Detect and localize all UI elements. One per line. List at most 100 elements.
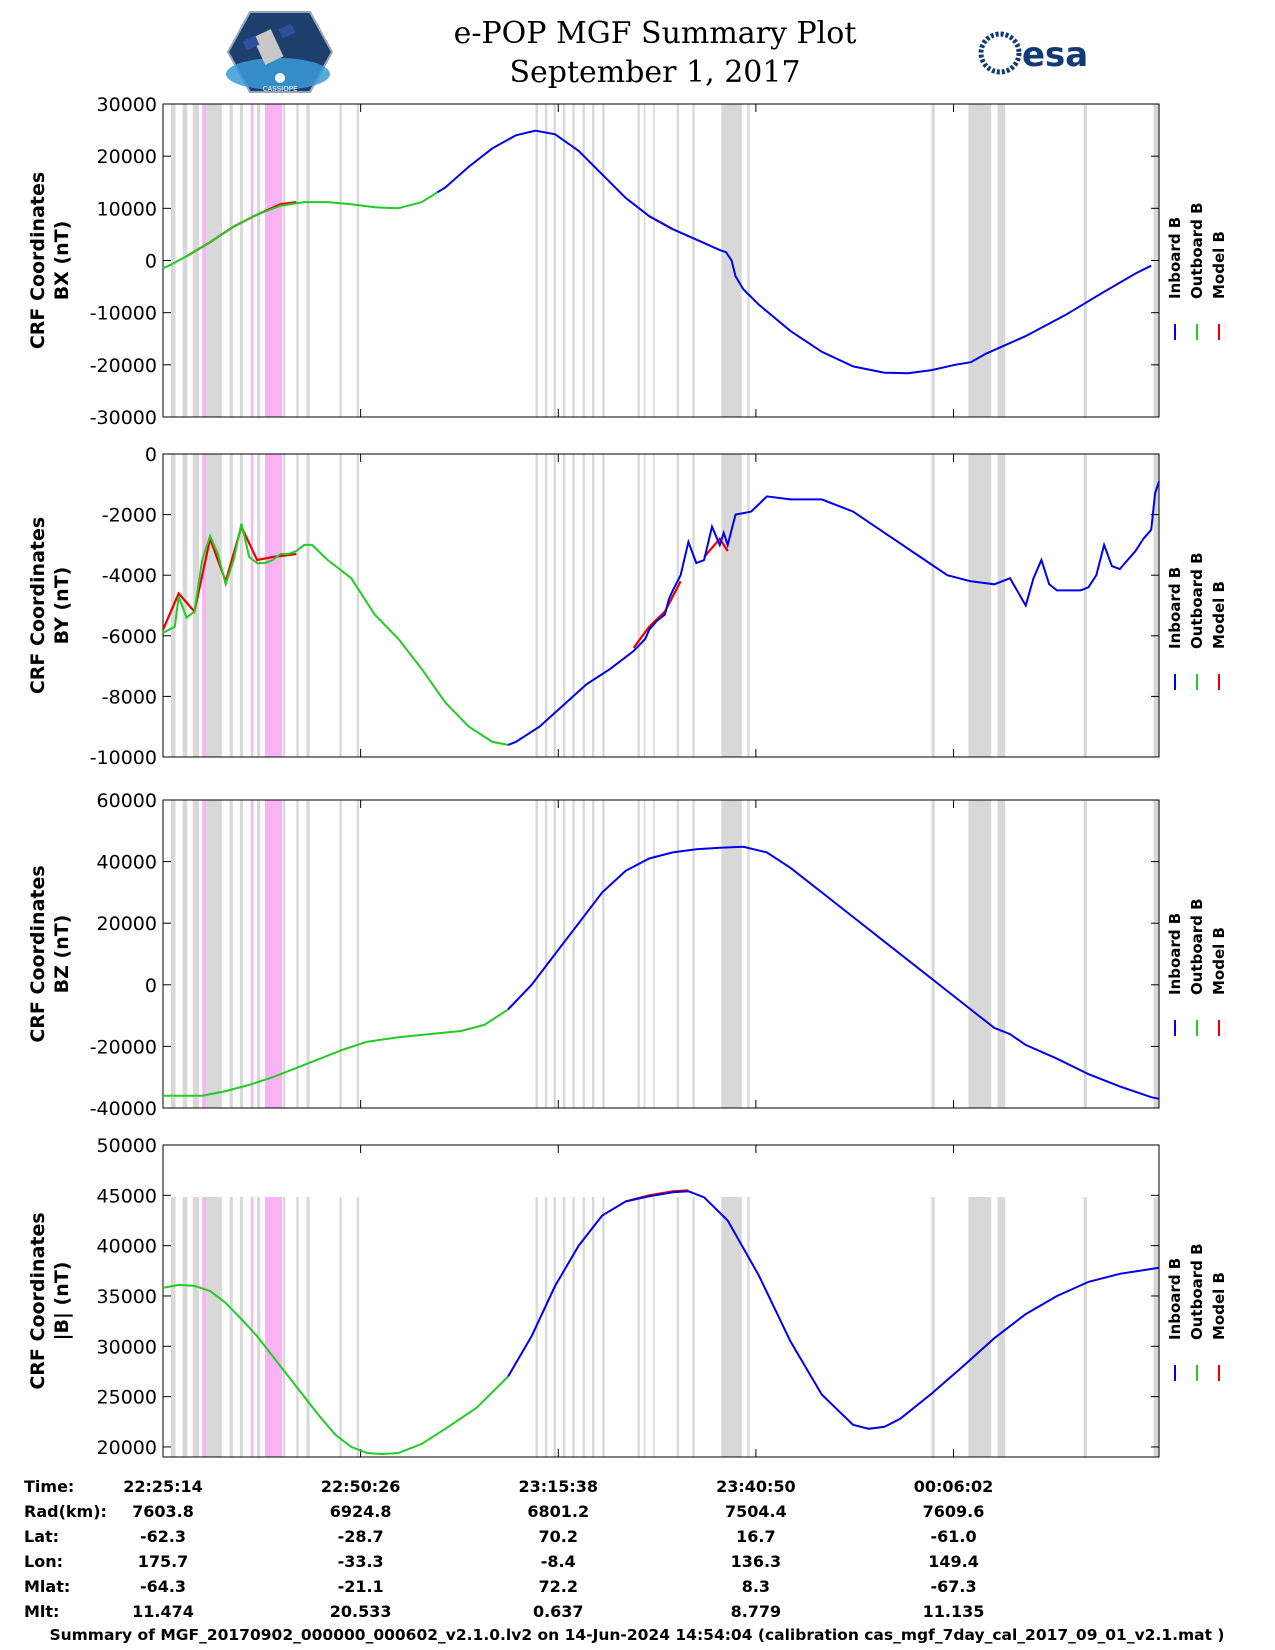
gray-band	[296, 1197, 299, 1457]
y-tick-label: 30000	[97, 94, 157, 116]
gray-band	[747, 104, 750, 417]
table-cell: 7504.4	[725, 1502, 787, 1521]
gray-band	[182, 1197, 188, 1457]
gray-band	[643, 104, 646, 417]
gray-band	[229, 104, 233, 417]
table-row-label: Mlat:	[24, 1577, 70, 1596]
magenta-band	[202, 104, 207, 417]
legend-entry: Model B	[1210, 1272, 1228, 1340]
gray-band	[229, 800, 233, 1108]
gray-band	[282, 454, 286, 757]
gray-band	[544, 1197, 548, 1457]
y-tick-label: 10000	[97, 198, 157, 220]
y-tick-label: -10000	[90, 303, 157, 325]
gray-band	[602, 104, 605, 417]
gray-band	[931, 1197, 935, 1457]
table-cell: -61.0	[930, 1527, 976, 1546]
gray-band	[562, 454, 566, 757]
legend-entry: Outboard B	[1188, 202, 1206, 299]
gray-band	[1083, 800, 1087, 1108]
gray-band	[306, 454, 310, 757]
legend: Inboard B Outboard B Model B	[1166, 898, 1228, 1036]
gray-band	[968, 454, 992, 757]
gray-band	[591, 800, 595, 1108]
gray-band	[637, 800, 640, 1108]
gray-band	[339, 454, 342, 757]
gray-band	[747, 800, 750, 1108]
inboard-b-line	[507, 480, 1160, 746]
gray-band	[721, 1197, 742, 1457]
gray-band	[306, 104, 310, 417]
panel-3: 60000 40000 20000 0 -20000 -40000 CRF Coordina…	[27, 790, 1228, 1120]
inboard-b-line	[436, 129, 1152, 375]
y-tick-label: -10000	[90, 747, 157, 769]
panel-4: 50000 45000 40000 35000 30000 25000 20000 CRF C…	[27, 1135, 1228, 1459]
gray-band	[257, 1197, 261, 1457]
gray-band	[206, 104, 222, 417]
table-cell: 70.2	[539, 1527, 578, 1546]
legend: Inboard B Outboard B Model B	[1166, 1243, 1228, 1381]
gray-band	[562, 104, 566, 417]
y-tick-label: -20000	[90, 1036, 157, 1058]
table-cell: 8.779	[731, 1602, 782, 1621]
legend-entry: Inboard B	[1166, 913, 1184, 995]
legend-entry: Outboard B	[1188, 552, 1206, 649]
table-cell: 22:50:26	[321, 1477, 401, 1496]
plot-date: September 1, 2017	[509, 55, 800, 90]
gray-band	[535, 454, 538, 757]
y-axis-label-line1: CRF Coordinates	[27, 865, 49, 1042]
magenta-band	[264, 1197, 283, 1457]
table-cell: -67.3	[930, 1577, 976, 1596]
gray-band	[572, 1197, 575, 1457]
gray-band	[296, 454, 299, 757]
legend-entry: Inboard B	[1166, 567, 1184, 649]
gray-band	[257, 800, 261, 1108]
gray-band	[356, 104, 360, 417]
y-axis-label-line2: |B| (nT)	[51, 1262, 73, 1341]
y-tick-label: -40000	[90, 1098, 157, 1120]
gray-band	[997, 800, 1006, 1108]
gray-band	[1083, 1197, 1087, 1457]
outboard-b-line	[162, 191, 439, 270]
table-cell: 23:15:38	[518, 1477, 598, 1496]
gray-band	[229, 454, 233, 757]
gray-band	[747, 454, 750, 757]
gray-band	[572, 800, 575, 1108]
y-tick-label: 45000	[97, 1185, 157, 1207]
y-axis-label-line1: CRF Coordinates	[27, 1212, 49, 1389]
gray-band	[562, 1197, 566, 1457]
gray-band	[1083, 454, 1087, 757]
y-tick-label: -4000	[102, 565, 157, 587]
table-cell: 16.7	[736, 1527, 775, 1546]
y-tick-label: 20000	[97, 146, 157, 168]
table-cell: 6801.2	[527, 1502, 589, 1521]
gray-band	[535, 800, 538, 1108]
gray-band	[544, 104, 548, 417]
gray-band	[643, 454, 646, 757]
gray-band	[282, 1197, 286, 1457]
magenta-band	[264, 454, 283, 757]
gray-band	[306, 1197, 310, 1457]
gray-band	[572, 104, 575, 417]
gray-band	[206, 1197, 222, 1457]
table-cell: -8.4	[541, 1552, 576, 1571]
gray-band	[676, 104, 680, 417]
y-tick-label: 0	[145, 975, 157, 997]
gray-band	[968, 104, 992, 417]
gray-band	[356, 1197, 360, 1457]
gray-band	[239, 104, 243, 417]
y-tick-label: 30000	[97, 1336, 157, 1358]
gray-band	[282, 104, 286, 417]
gray-band	[206, 800, 222, 1108]
table-row-label: Mlt:	[24, 1602, 59, 1621]
gray-band	[676, 1197, 680, 1457]
gray-band	[643, 800, 646, 1108]
gray-band	[239, 1197, 243, 1457]
table-cell: 7609.6	[923, 1502, 985, 1521]
table-cell: -21.1	[338, 1577, 384, 1596]
gray-band	[692, 454, 695, 757]
y-tick-label: -30000	[90, 407, 157, 429]
legend-entry: Model B	[1210, 927, 1228, 995]
gray-band	[553, 104, 556, 417]
magenta-band	[250, 104, 254, 417]
